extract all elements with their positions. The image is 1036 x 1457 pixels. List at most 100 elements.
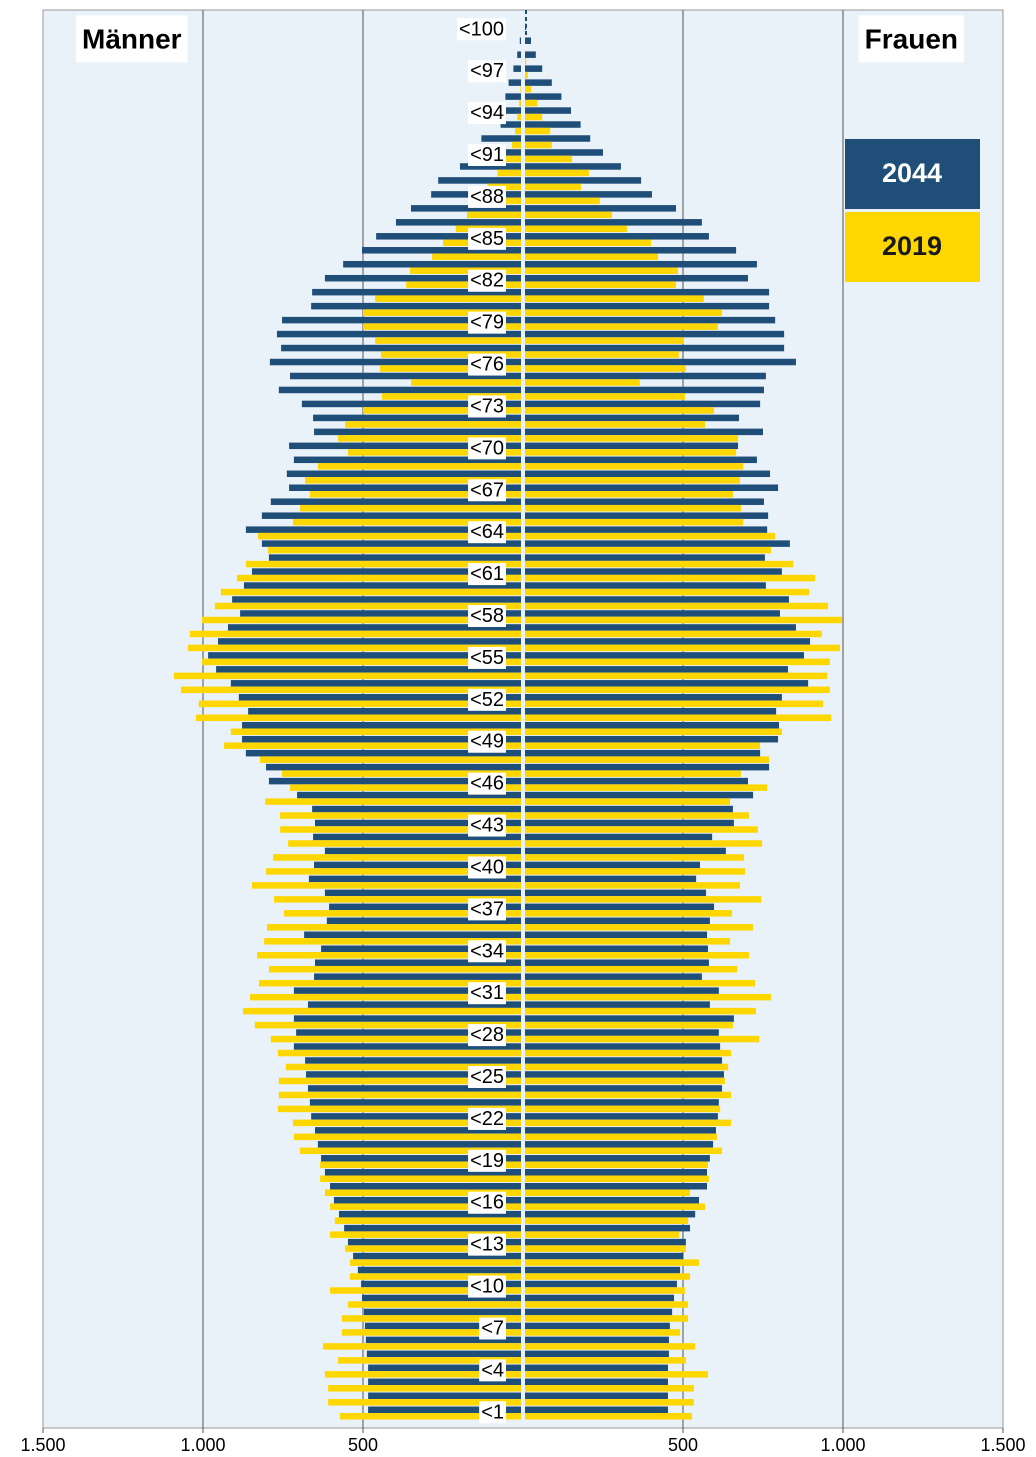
bar-right xyxy=(525,330,785,338)
bar-left xyxy=(406,281,521,288)
age-label-bg xyxy=(468,1233,506,1256)
bar-right xyxy=(525,1189,691,1196)
bar-right xyxy=(525,1169,707,1176)
bar-right xyxy=(525,1043,721,1050)
bar-left xyxy=(353,1252,521,1260)
bar-right xyxy=(525,135,591,142)
age-label-bg xyxy=(468,646,506,669)
bar-right xyxy=(525,624,796,631)
bar-right xyxy=(525,554,765,561)
bar-right xyxy=(525,518,744,526)
bar-right xyxy=(525,1217,689,1224)
bar-left xyxy=(250,993,522,1001)
bar-right xyxy=(525,351,679,358)
bar-left xyxy=(280,826,521,833)
bar-left xyxy=(311,302,521,310)
bar-right xyxy=(525,239,651,247)
bar-left xyxy=(341,1315,521,1322)
bar-left xyxy=(292,518,521,526)
bar-left xyxy=(500,121,521,128)
bar-right xyxy=(525,1378,668,1386)
bar-left xyxy=(227,624,521,631)
bar-left xyxy=(224,742,521,749)
age-label-bg xyxy=(479,1317,506,1340)
age-label-bg xyxy=(479,1401,506,1424)
bar-left xyxy=(293,987,521,994)
bar-right xyxy=(525,1231,680,1238)
age-label: <61 xyxy=(470,563,504,585)
bar-left xyxy=(216,666,521,673)
bar-right xyxy=(525,1127,716,1134)
bar-right xyxy=(525,742,761,749)
bar-right xyxy=(525,833,713,841)
bar-left xyxy=(363,407,521,414)
bar-right xyxy=(525,309,723,316)
bar-right xyxy=(525,602,828,610)
bar-left xyxy=(411,205,521,212)
bar-right xyxy=(525,1371,708,1378)
bar-left xyxy=(267,924,521,931)
bar-left xyxy=(187,644,521,652)
bar-right xyxy=(525,546,771,554)
bar-right xyxy=(525,1015,734,1022)
bar-left xyxy=(297,791,521,799)
bar-right xyxy=(525,938,731,945)
bar-right xyxy=(525,386,764,394)
bar-right xyxy=(525,1147,723,1155)
bar-left xyxy=(283,910,521,917)
age-label-bg xyxy=(468,730,506,753)
bar-right xyxy=(525,107,571,114)
age-label: <97 xyxy=(470,60,504,82)
side-label: Frauen xyxy=(865,23,958,54)
bar-left xyxy=(277,1105,521,1113)
bar-left xyxy=(329,903,521,911)
age-label: <73 xyxy=(470,395,504,417)
legend-swatch xyxy=(845,212,980,282)
x-tick-label: 1.000 xyxy=(820,1435,865,1455)
bar-right xyxy=(525,1315,689,1322)
bar-left xyxy=(257,952,521,959)
bar-left xyxy=(344,1224,521,1232)
bar-right xyxy=(525,393,685,400)
age-label: <13 xyxy=(470,1234,504,1256)
bar-left xyxy=(301,400,521,408)
age-label-bg xyxy=(468,479,506,502)
bar-left xyxy=(320,1175,521,1183)
age-label: <79 xyxy=(470,312,504,334)
bar-right xyxy=(525,1224,691,1232)
bar-left xyxy=(517,113,521,121)
bar-left xyxy=(503,107,521,114)
bar-left xyxy=(519,99,521,107)
age-label-bg xyxy=(468,521,506,544)
bar-right xyxy=(525,686,830,694)
bar-left xyxy=(375,337,521,344)
bar-right xyxy=(525,721,779,729)
age-label: <4 xyxy=(481,1359,504,1381)
bar-right xyxy=(525,1155,710,1162)
age-label: <52 xyxy=(470,689,504,711)
bar-left xyxy=(321,1155,521,1162)
bar-right xyxy=(525,903,715,911)
bar-right xyxy=(525,616,843,624)
bar-right xyxy=(525,965,738,973)
bar-right xyxy=(525,197,600,205)
bar-right xyxy=(525,149,603,156)
bar-left xyxy=(242,735,522,743)
bar-right xyxy=(525,211,612,219)
bar-right xyxy=(525,1329,681,1336)
bar-left xyxy=(324,1371,521,1378)
bar-left xyxy=(315,959,521,966)
bar-left xyxy=(242,721,522,729)
age-label-bg xyxy=(479,1359,506,1382)
bar-left xyxy=(363,309,521,316)
bar-right xyxy=(525,652,804,659)
bar-left xyxy=(349,1273,521,1280)
bar-right xyxy=(525,1161,708,1169)
bar-left xyxy=(324,1189,521,1196)
bar-right xyxy=(525,588,810,596)
bar-left xyxy=(265,798,521,805)
x-tick-label: 1.000 xyxy=(180,1435,225,1455)
bar-left xyxy=(328,1385,521,1392)
age-label: <31 xyxy=(470,982,504,1004)
bar-right xyxy=(525,1119,731,1127)
